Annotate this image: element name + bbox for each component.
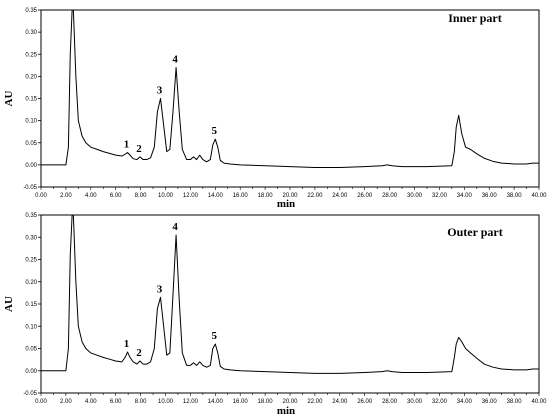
x-tick-label: 2.00 <box>60 193 72 199</box>
chromatogram-trace <box>41 10 539 169</box>
x-tick-label: 10.00 <box>158 193 174 199</box>
y-axis-title: AU <box>3 91 15 107</box>
x-tick-label: 24.00 <box>332 193 348 199</box>
y-tick-label: -0.05 <box>23 391 37 397</box>
x-tick-label: 38.00 <box>507 399 523 405</box>
chromatogram-trace <box>41 215 539 374</box>
peak-label-1: 1 <box>124 338 130 350</box>
y-tick-label: 0.10 <box>25 324 37 330</box>
x-tick-label: 8.00 <box>135 193 147 199</box>
peak-label-4: 4 <box>172 54 178 66</box>
x-tick-label: 2.00 <box>60 399 72 405</box>
y-tick-label: 0.20 <box>25 280 37 286</box>
y-tick-label: 0.25 <box>25 258 37 264</box>
plot-frame <box>40 9 540 188</box>
x-tick-label: 32.00 <box>432 399 448 405</box>
y-tick-label: 0.35 <box>25 8 37 14</box>
y-tick-label: -0.05 <box>23 185 37 191</box>
inner-part-chart: -0.05 0.00 0.05 0.10 0.15 0.20 0.25 0.30 0.35 0.0… <box>3 8 547 210</box>
x-tick-label: 10.00 <box>158 399 174 405</box>
x-tick-label: 38.00 <box>507 193 523 199</box>
x-tick-label: 20.00 <box>282 399 298 405</box>
outer-part-chart: -0.05 0.00 0.05 0.10 0.15 0.20 0.25 0.30 0.35 0.0… <box>3 213 547 417</box>
x-tick-label: 22.00 <box>307 399 323 405</box>
y-tick-label: 0.35 <box>25 213 37 219</box>
x-tick-label: 40.00 <box>531 399 547 405</box>
x-tick-label: 12.00 <box>183 399 199 405</box>
x-tick-label: 40.00 <box>531 193 547 199</box>
x-tick-label: 14.00 <box>208 399 224 405</box>
y-tick-label: 0.05 <box>25 141 37 147</box>
panel-title: Outer part <box>447 225 502 239</box>
x-tick-label: 24.00 <box>332 399 348 405</box>
x-tick-label: 18.00 <box>258 193 274 199</box>
x-tick-label: 16.00 <box>233 399 249 405</box>
y-tick-label: 0.10 <box>25 119 37 125</box>
y-tick-label: 0.00 <box>25 163 37 169</box>
peak-label-4: 4 <box>172 221 178 233</box>
x-tick-label: 26.00 <box>357 193 373 199</box>
peak-label-5: 5 <box>212 125 218 137</box>
x-tick-label: 28.00 <box>382 193 398 199</box>
peak-label-2: 2 <box>136 347 142 359</box>
x-tick-label: 0.00 <box>35 193 47 199</box>
y-tick-label: 0.25 <box>25 52 37 58</box>
peak-label-1: 1 <box>124 138 130 150</box>
peak-label-3: 3 <box>157 283 163 295</box>
x-tick-label: 18.00 <box>258 399 274 405</box>
x-tick-label: 36.00 <box>482 193 498 199</box>
y-tick-label: 0.30 <box>25 30 37 36</box>
x-tick-label: 8.00 <box>135 399 147 405</box>
x-tick-label: 0.00 <box>35 399 47 405</box>
x-axis-title: min <box>277 405 295 417</box>
x-tick-label: 4.00 <box>85 399 97 405</box>
x-tick-label: 12.00 <box>183 193 199 199</box>
panel-title: Inner part <box>448 11 501 25</box>
peak-label-2: 2 <box>136 143 142 155</box>
x-tick-label: 20.00 <box>282 193 298 199</box>
x-tick-label: 30.00 <box>407 399 423 405</box>
y-tick-label: 0.15 <box>25 97 37 103</box>
plot-frame <box>40 214 540 394</box>
x-tick-label: 34.00 <box>457 399 473 405</box>
y-tick-label: 0.00 <box>25 369 37 375</box>
x-tick-label: 16.00 <box>233 193 249 199</box>
x-tick-label: 36.00 <box>482 399 498 405</box>
x-tick-label: 34.00 <box>457 193 473 199</box>
x-tick-label: 6.00 <box>110 399 122 405</box>
x-tick-label: 6.00 <box>110 193 122 199</box>
peak-label-3: 3 <box>157 85 163 97</box>
x-tick-label: 26.00 <box>357 399 373 405</box>
y-axis-title: AU <box>3 296 15 312</box>
y-tick-label: 0.30 <box>25 235 37 241</box>
y-tick-label: 0.20 <box>25 74 37 80</box>
x-tick-label: 30.00 <box>407 193 423 199</box>
x-tick-label: 32.00 <box>432 193 448 199</box>
x-tick-label: 22.00 <box>307 193 323 199</box>
y-tick-label: 0.15 <box>25 302 37 308</box>
x-tick-label: 4.00 <box>85 193 97 199</box>
peak-label-5: 5 <box>212 330 218 342</box>
y-tick-label: 0.05 <box>25 347 37 353</box>
x-tick-label: 14.00 <box>208 193 224 199</box>
x-axis-title: min <box>277 198 295 210</box>
x-tick-label: 28.00 <box>382 399 398 405</box>
